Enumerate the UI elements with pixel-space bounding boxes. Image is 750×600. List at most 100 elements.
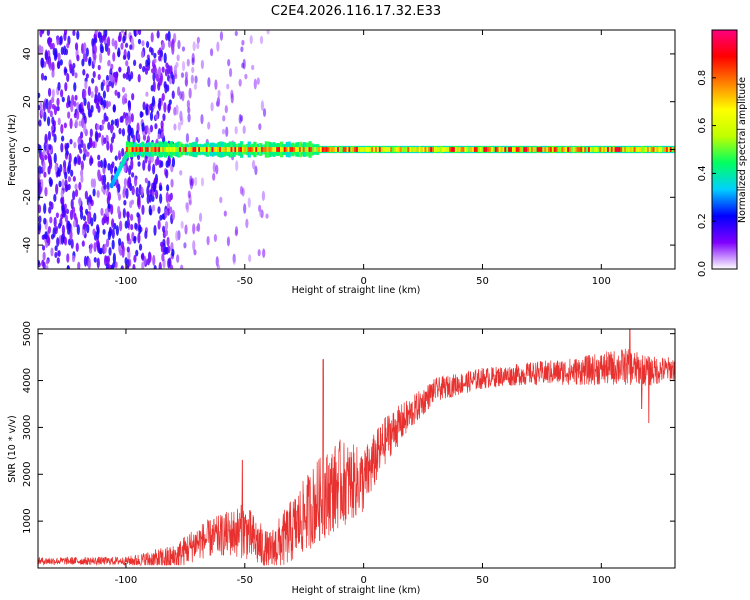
spectrogram-noise-cell: [131, 172, 135, 178]
spectrogram-ridge-core: [316, 147, 320, 152]
spectrogram-noise-cell: [74, 119, 78, 128]
spectrogram-noise-cell: [262, 248, 266, 258]
spectrogram-ridge-core: [312, 147, 316, 152]
spectrogram-noise-cell: [164, 208, 168, 218]
spectrogram-noise-cell: [43, 217, 47, 225]
spectrogram-noise-cell: [161, 93, 165, 102]
spectrogram-noise-cell: [157, 66, 162, 78]
spectrogram-ridge-core: [386, 147, 390, 152]
spectrogram-noise-cell: [90, 157, 94, 165]
spectrogram-noise-cell: [180, 220, 184, 229]
spectrogram-ridge-core: [346, 147, 350, 152]
spectrogram-noise-cell: [93, 212, 97, 222]
spectrogram-noise-cell: [126, 211, 130, 218]
spectrogram-ridge-core: [603, 147, 607, 152]
spectrogram-ridge-core: [652, 147, 656, 152]
spectrogram-ridge-core: [449, 147, 453, 152]
spectrogram-ridge-core: [338, 147, 343, 152]
spectrogram-ridge-core: [247, 147, 251, 152]
spectrogram-noise-cell: [111, 161, 115, 169]
spectrogram-noise-cell: [40, 72, 45, 81]
spectrogram-noise-cell: [85, 208, 89, 215]
snr-xtick-label: 50: [476, 575, 489, 586]
spectrogram-noise-cell: [123, 199, 127, 206]
spectrogram-noise-cell: [94, 130, 99, 142]
spectrogram-noise-cell: [228, 67, 233, 78]
spectrogram-ridge-core: [662, 147, 666, 152]
spectrogram-noise-cell: [152, 254, 156, 266]
spectrogram-noise-cell: [147, 128, 151, 136]
spectrogram-noise-cell: [121, 86, 126, 93]
spectrogram-noise-cell: [200, 114, 204, 125]
spectrogram-ridge-core: [310, 147, 314, 152]
spectrogram-ridge-core: [266, 147, 270, 152]
spectrogram-noise-cell: [256, 77, 260, 85]
spectrogram-noise-cell: [169, 65, 173, 75]
spectrogram-ridge-core: [599, 147, 603, 152]
spectrogram-ridge-core: [373, 147, 377, 152]
spectrogram-ridge-core: [321, 147, 325, 152]
spectrogram-noise-cell: [177, 121, 181, 131]
spectrogram-ridge-core: [205, 147, 210, 152]
spectrogram-ridge-core: [468, 147, 472, 152]
spectrogram-ridge-core: [660, 147, 664, 152]
spectrogram-ridge-core: [158, 147, 162, 152]
spectrogram-noise-cell: [66, 253, 70, 263]
spectrogram-noise-cell: [94, 37, 98, 44]
spectrogram-xtick-label: -50: [237, 276, 253, 287]
spectrogram-noise-cell: [262, 108, 267, 117]
spectrogram-noise-cell: [187, 190, 191, 199]
spectrogram-ridge-core: [432, 147, 436, 152]
spectrogram-ridge-core: [664, 147, 668, 152]
spectrogram-noise-cell: [180, 116, 184, 126]
spectrogram-noise-cell: [152, 72, 156, 82]
spectrogram-ridge-core: [222, 147, 227, 152]
spectrogram-noise-cell: [198, 212, 203, 223]
spectrogram-noise-cell: [125, 71, 129, 80]
spectrogram-noise-cell: [125, 188, 129, 199]
spectrogram-noise-cell: [149, 124, 154, 133]
spectrogram-noise-cell: [160, 120, 164, 129]
spectrogram-ridge-core: [356, 147, 360, 152]
spectrogram-noise-cell: [57, 81, 61, 91]
spectrogram-noise-cell: [38, 165, 42, 175]
spectrogram-noise-cell: [140, 186, 144, 196]
spectrogram-noise-cell: [84, 190, 88, 200]
spectrogram-noise-cell: [195, 225, 199, 232]
spectrogram-noise-cell: [101, 217, 105, 226]
spectrogram-ridge-core: [618, 147, 622, 152]
spectrogram-ridge-core: [359, 147, 364, 152]
spectrogram-ridge-core: [616, 147, 620, 152]
spectrogram-ridge-core: [485, 147, 489, 152]
spectrogram-noise-cell: [120, 30, 125, 34]
spectrogram-noise-cell: [51, 96, 55, 104]
spectrogram-noise-cell: [107, 191, 112, 201]
spectrogram-noise-cell: [46, 116, 51, 127]
spectrogram-noise-cell: [105, 100, 109, 109]
spectrogram-noise-cell: [97, 74, 101, 81]
spectrogram-noise-cell: [66, 72, 70, 83]
spectrogram-noise-cell: [245, 218, 249, 229]
spectrogram-noise-cell: [63, 45, 67, 56]
spectrogram-chirp-cell: [123, 153, 128, 160]
spectrogram-noise-cell: [93, 52, 97, 61]
spectrogram-ridge-core: [629, 147, 634, 152]
spectrogram-noise-cell: [184, 71, 189, 79]
spectrogram-noise-cell: [118, 66, 122, 73]
spectrogram-ridge-core: [188, 147, 192, 152]
spectrogram-noise-cell: [144, 177, 148, 184]
spectrogram-ridge-core: [437, 147, 441, 152]
spectrogram-ridge-core: [487, 147, 491, 152]
spectrogram-noise-cell: [117, 183, 121, 193]
spectrogram-noise-cell: [83, 115, 87, 125]
spectrogram-ridge-core: [141, 147, 145, 152]
spectrogram-ridge-core: [542, 147, 546, 152]
spectrogram-ridge-core: [588, 147, 592, 152]
spectrogram-noise-cell: [224, 105, 228, 114]
spectrogram-noise-cell: [93, 256, 97, 263]
spectrogram-noise-cell: [210, 102, 214, 112]
snr-ytick-label: 2000: [22, 462, 33, 487]
spectrogram-ridge-core: [340, 147, 345, 152]
spectrogram-ridge-core: [624, 147, 628, 152]
spectrogram-noise-cell: [134, 222, 138, 230]
